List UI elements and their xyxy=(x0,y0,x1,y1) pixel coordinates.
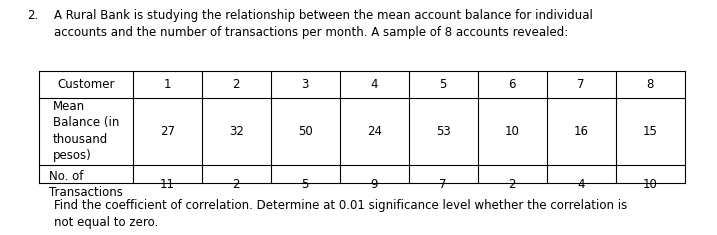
Text: 2: 2 xyxy=(232,78,240,90)
Text: 10: 10 xyxy=(505,125,520,137)
Text: 7: 7 xyxy=(440,178,447,191)
Text: 50: 50 xyxy=(298,125,313,137)
Text: 5: 5 xyxy=(301,178,309,191)
Text: 8: 8 xyxy=(647,78,654,90)
Text: 27: 27 xyxy=(160,125,175,137)
Text: 5: 5 xyxy=(440,78,447,90)
Text: 1: 1 xyxy=(163,78,171,90)
Text: A Rural Bank is studying the relationship between the mean account balance for i: A Rural Bank is studying the relationshi… xyxy=(54,9,593,39)
Text: 4: 4 xyxy=(577,178,585,191)
Text: No. of
Transactions: No. of Transactions xyxy=(49,170,123,199)
Text: 9: 9 xyxy=(371,178,378,191)
Text: Mean
Balance (in
thousand
pesos): Mean Balance (in thousand pesos) xyxy=(53,100,119,162)
Text: Find the coefficient of correlation. Determine at 0.01 significance level whethe: Find the coefficient of correlation. Det… xyxy=(54,199,627,229)
Text: 2.: 2. xyxy=(27,9,39,22)
Text: 3: 3 xyxy=(301,78,309,90)
Text: 2: 2 xyxy=(232,178,240,191)
Text: 4: 4 xyxy=(371,78,378,90)
Text: 10: 10 xyxy=(643,178,657,191)
Text: Customer: Customer xyxy=(57,78,115,90)
Text: 53: 53 xyxy=(436,125,450,137)
Text: 32: 32 xyxy=(229,125,244,137)
Text: 6: 6 xyxy=(508,78,516,90)
Text: 15: 15 xyxy=(643,125,657,137)
Text: 7: 7 xyxy=(577,78,585,90)
Text: 24: 24 xyxy=(366,125,381,137)
Text: 2: 2 xyxy=(508,178,516,191)
Text: 16: 16 xyxy=(574,125,589,137)
Text: 11: 11 xyxy=(160,178,175,191)
